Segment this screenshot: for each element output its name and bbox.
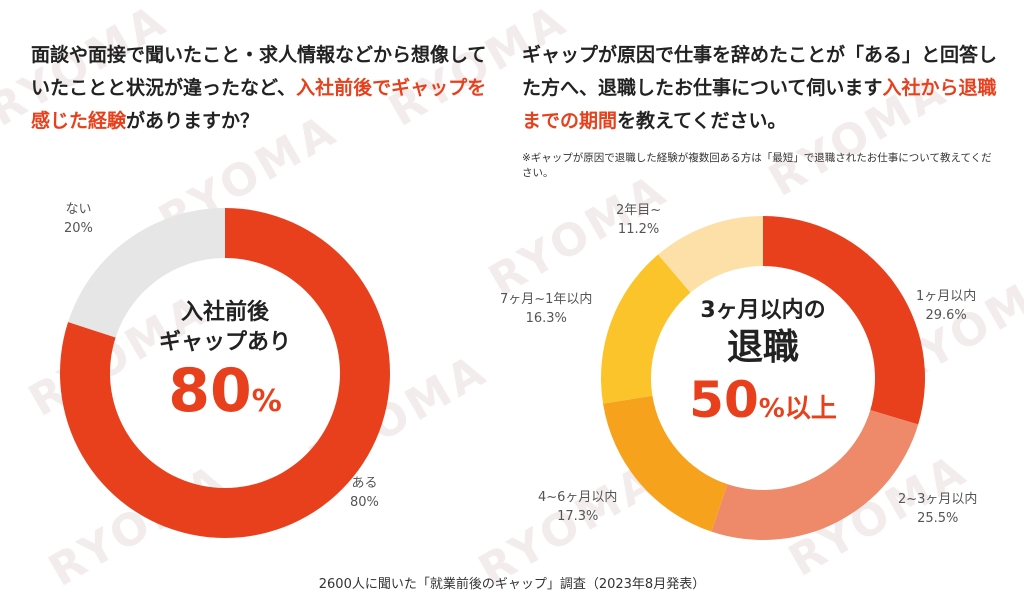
right-center-unit: % (758, 394, 785, 424)
left-center-line2: ギャップあり (158, 330, 291, 355)
right-label-4kagetsu-category: 4~6ヶ月以内 (538, 490, 618, 505)
left-label-nai: ない 20% (64, 200, 93, 238)
left-question-highlight: 入社前後でギャップを感じた経験 (31, 77, 487, 132)
right-question-text: ギャップが原因で仕事を辞めたことが「ある」と回答した方へ、退職したお仕事について… (522, 44, 998, 99)
left-center-text: 入社前後 ギャップあり 80% (125, 298, 325, 439)
right-label-2kagetsu-value: 25.5% (917, 511, 959, 526)
right-center-text: 3ヶ月以内の 退職 50%以上 (668, 296, 858, 442)
right-label-2nen-value: 11.2% (617, 222, 660, 237)
left-question-text: 面談や面接で聞いたこと・求人情報などから想像していたことと状況が違ったなど、 (31, 44, 487, 99)
right-center-line1: 3ヶ月以内の (700, 298, 826, 323)
left-donut-slice-0 (59, 208, 390, 538)
right-label-2kagetsu: 2~3ヶ月以内 25.5% (898, 490, 977, 528)
left-center-unit: % (251, 384, 282, 419)
left-label-aru-category: ある (351, 476, 378, 491)
left-label-nai-value: 20% (64, 221, 93, 236)
left-question-text-end: がありますか？ (126, 110, 260, 132)
left-center-number: 80 (168, 356, 252, 426)
left-donut-slice-1 (68, 208, 225, 338)
right-center-value: 50%以上 (668, 370, 858, 442)
left-center-line1: 入社前後 (180, 300, 269, 325)
right-label-7kagetsu-value: 16.3% (525, 311, 567, 326)
right-label-4kagetsu-value: 17.3% (557, 509, 599, 524)
right-donut-slice-0 (763, 216, 925, 425)
right-question-note: ※ギャップが原因で退職した経験が複数回ある方は「最短」で退職されたお仕事について… (522, 152, 992, 179)
right-center-number: 50 (689, 371, 759, 429)
right-label-1kagetsu-value: 29.6% (925, 308, 967, 323)
left-label-nai-category: ない (65, 202, 92, 217)
right-donut-slice-3 (601, 254, 691, 404)
right-label-1kagetsu: 1ヶ月以内 29.6% (916, 287, 976, 325)
right-label-7kagetsu-category: 7ヶ月~1年以内 (500, 292, 593, 307)
right-label-7kagetsu: 7ヶ月~1年以内 16.3% (500, 290, 592, 328)
left-label-aru: ある 80% (350, 474, 379, 512)
right-donut-slice-4 (658, 216, 763, 293)
right-center-suffix: 以上 (784, 394, 837, 424)
right-center-line2: 退職 (726, 327, 799, 368)
source-footer: 2600人に聞いた「就業前後のギャップ」調査（2023年8月発表） (318, 577, 706, 592)
right-question: ギャップが原因で仕事を辞めたことが「ある」と回答した方へ、退職したお仕事について… (522, 39, 1008, 138)
right-label-4kagetsu: 4~6ヶ月以内 17.3% (538, 488, 617, 526)
left-center-value: 80% (125, 358, 325, 439)
right-donut-slice-2 (603, 395, 728, 532)
right-label-2nen-category: 2年目~ (616, 203, 662, 218)
right-question-highlight: 入社から退職までの期間 (522, 77, 997, 132)
left-question: 面談や面接で聞いたこと・求人情報などから想像していたことと状況が違ったなど、入社… (31, 39, 497, 138)
right-donut-slice-1 (711, 410, 919, 540)
left-label-aru-value: 80% (350, 495, 379, 510)
right-question-text-end: を教えてください。 (617, 110, 787, 132)
right-label-2kagetsu-category: 2~3ヶ月以内 (898, 492, 978, 507)
right-label-2nen: 2年目~ 11.2% (616, 201, 661, 239)
right-label-1kagetsu-category: 1ヶ月以内 (916, 289, 977, 304)
